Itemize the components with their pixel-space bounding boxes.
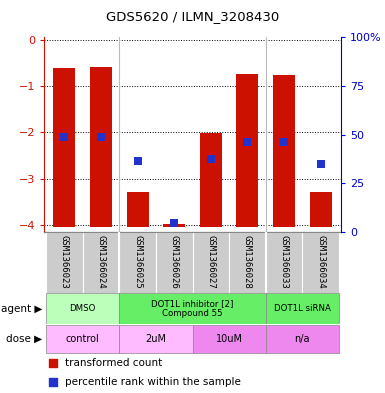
- Bar: [200, 133, 222, 227]
- Point: [134, 158, 141, 164]
- Bar: [46, 232, 83, 293]
- Text: transformed count: transformed count: [65, 358, 162, 368]
- Bar: [163, 224, 185, 227]
- Text: dose ▶: dose ▶: [6, 334, 42, 344]
- Point: [208, 156, 214, 162]
- Bar: [46, 325, 119, 353]
- Point: [171, 219, 177, 226]
- Bar: [46, 294, 119, 323]
- Text: DMSO: DMSO: [70, 304, 96, 313]
- Text: GSM1366034: GSM1366034: [316, 235, 325, 289]
- Bar: [83, 232, 119, 293]
- Text: GSM1366026: GSM1366026: [170, 235, 179, 289]
- Bar: [266, 232, 302, 293]
- Text: GSM1366028: GSM1366028: [243, 235, 252, 289]
- Point: [61, 134, 67, 140]
- Bar: [273, 75, 295, 227]
- Bar: [310, 193, 331, 227]
- Point: [98, 134, 104, 140]
- Text: 2uM: 2uM: [146, 334, 166, 344]
- Text: control: control: [66, 334, 100, 344]
- Bar: [119, 232, 156, 293]
- Bar: [90, 68, 112, 227]
- Point: [50, 360, 56, 366]
- Bar: [127, 193, 149, 227]
- Point: [50, 378, 56, 385]
- Text: GSM1366024: GSM1366024: [97, 235, 105, 289]
- Bar: [302, 232, 339, 293]
- Text: DOT1L inhibitor [2]
Compound 55: DOT1L inhibitor [2] Compound 55: [151, 299, 234, 318]
- Text: DOT1L siRNA: DOT1L siRNA: [274, 304, 331, 313]
- Text: 10uM: 10uM: [216, 334, 243, 344]
- Text: GSM1366027: GSM1366027: [206, 235, 215, 289]
- Bar: [266, 325, 339, 353]
- Bar: [192, 325, 266, 353]
- Point: [244, 138, 251, 145]
- Text: GSM1366033: GSM1366033: [280, 235, 288, 289]
- Bar: [192, 232, 229, 293]
- Text: GSM1366023: GSM1366023: [60, 235, 69, 289]
- Text: GSM1366025: GSM1366025: [133, 235, 142, 289]
- Text: GDS5620 / ILMN_3208430: GDS5620 / ILMN_3208430: [106, 10, 279, 23]
- Point: [318, 161, 324, 167]
- Bar: [236, 74, 258, 227]
- Text: agent ▶: agent ▶: [1, 303, 42, 314]
- Text: n/a: n/a: [295, 334, 310, 344]
- Bar: [54, 68, 75, 227]
- Bar: [156, 232, 192, 293]
- Bar: [229, 232, 266, 293]
- Bar: [119, 325, 192, 353]
- Bar: [119, 294, 266, 323]
- Text: percentile rank within the sample: percentile rank within the sample: [65, 377, 241, 387]
- Bar: [266, 294, 339, 323]
- Point: [281, 140, 287, 146]
